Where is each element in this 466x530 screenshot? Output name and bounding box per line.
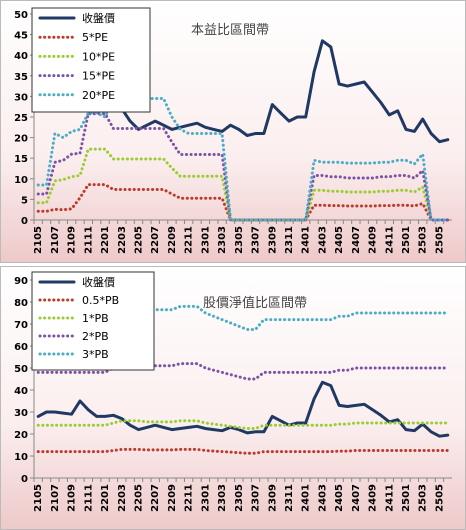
y-tick-label: 35 <box>14 72 28 83</box>
x-tick-label: 2411 <box>384 226 395 254</box>
x-tick-label: 2311 <box>284 226 295 254</box>
y-tick-label: 90 <box>14 276 28 287</box>
y-tick-label: 70 <box>14 320 28 331</box>
x-tick-label: 2409 <box>368 484 379 512</box>
x-tick-label: 2411 <box>384 484 395 512</box>
legend-label: 1*PB <box>82 312 109 325</box>
y-tick-label: 80 <box>14 298 28 309</box>
x-tick-label: 2211 <box>184 226 195 254</box>
x-tick-label: 2303 <box>217 484 228 512</box>
legend-label: 10*PE <box>82 50 115 63</box>
x-tick-label: 2205 <box>134 484 145 512</box>
x-tick-label: 2201 <box>100 484 111 512</box>
legend-box <box>31 7 151 113</box>
x-tick-label: 2205 <box>134 226 145 254</box>
x-tick-label: 2303 <box>217 226 228 254</box>
chart-title: 股價淨值比區間帶 <box>203 295 307 311</box>
x-tick-label: 2501 <box>401 226 412 254</box>
x-tick-label: 2109 <box>67 226 78 254</box>
y-tick-label: 30 <box>14 92 28 103</box>
y-tick-label: 40 <box>14 51 28 62</box>
x-tick-label: 2405 <box>334 484 345 512</box>
x-tick-label: 2311 <box>284 484 295 512</box>
x-tick-label: 2505 <box>434 226 445 254</box>
x-tick-label: 2207 <box>150 226 161 254</box>
x-tick-label: 2201 <box>100 226 111 254</box>
x-tick-label: 2105 <box>33 484 44 512</box>
x-tick-label: 2401 <box>301 226 312 254</box>
legend-label: 2*PB <box>82 330 109 343</box>
x-tick-label: 2401 <box>301 484 312 512</box>
y-tick-label: 25 <box>14 113 28 124</box>
series-line <box>36 97 450 222</box>
y-tick-label: 30 <box>14 408 28 419</box>
y-tick-label: 10 <box>14 175 28 186</box>
x-tick-label: 2307 <box>251 484 262 512</box>
x-tick-label: 2207 <box>150 484 161 512</box>
x-tick-label: 2307 <box>251 226 262 254</box>
x-tick-label: 2111 <box>83 484 94 512</box>
x-tick-label: 2301 <box>200 484 211 512</box>
x-tick-label: 2501 <box>401 484 412 512</box>
y-tick-label: 0 <box>21 474 28 485</box>
x-tick-label: 2209 <box>167 484 178 512</box>
legend-label: 收盤價 <box>82 11 115 25</box>
x-tick-label: 2503 <box>418 484 429 512</box>
y-tick-label: 40 <box>14 386 28 397</box>
y-tick-label: 45 <box>14 31 28 42</box>
x-tick-label: 2405 <box>334 226 345 254</box>
x-tick-label: 2309 <box>267 484 278 512</box>
x-tick-label: 2107 <box>50 484 61 512</box>
x-tick-label: 2107 <box>50 226 61 254</box>
x-tick-label: 2105 <box>33 226 44 254</box>
series-line <box>36 147 450 222</box>
legend-label: 收盤價 <box>82 275 115 289</box>
x-tick-label: 2505 <box>434 484 445 512</box>
series-line <box>36 183 450 222</box>
x-tick-label: 2409 <box>368 226 379 254</box>
x-tick-label: 2209 <box>167 226 178 254</box>
x-tick-label: 2309 <box>267 226 278 254</box>
series-line <box>36 447 450 455</box>
chart-title: 本益比區間帶 <box>191 23 269 38</box>
series-line <box>36 419 450 430</box>
y-tick-label: 60 <box>14 342 28 353</box>
series-line <box>36 380 450 438</box>
y-tick-label: 0 <box>21 216 28 227</box>
legend-label: 15*PE <box>82 70 115 83</box>
y-tick-label: 15 <box>14 154 28 165</box>
legend-label: 0.5*PB <box>82 294 119 307</box>
y-tick-label: 5 <box>21 195 28 206</box>
x-tick-label: 2305 <box>234 226 245 254</box>
y-tick-label: 50 <box>14 10 28 21</box>
x-tick-label: 2305 <box>234 484 245 512</box>
legend-label: 3*PB <box>82 348 109 361</box>
x-tick-label: 2203 <box>117 484 128 512</box>
x-tick-label: 2407 <box>351 484 362 512</box>
x-tick-label: 2211 <box>184 484 195 512</box>
y-tick-label: 20 <box>14 430 28 441</box>
x-tick-label: 2203 <box>117 226 128 254</box>
x-tick-label: 2407 <box>351 226 362 254</box>
x-tick-label: 2503 <box>418 226 429 254</box>
x-tick-label: 2301 <box>200 226 211 254</box>
x-tick-label: 2403 <box>317 226 328 254</box>
legend-label: 20*PE <box>82 89 115 102</box>
x-tick-label: 2111 <box>83 226 94 254</box>
y-tick-label: 20 <box>14 134 28 145</box>
series-line <box>36 362 450 381</box>
y-tick-label: 50 <box>14 364 28 375</box>
legend-box <box>31 271 155 371</box>
legend-label: 5*PE <box>82 31 108 44</box>
x-tick-label: 2403 <box>317 484 328 512</box>
y-tick-label: 10 <box>14 452 28 463</box>
x-tick-label: 2109 <box>67 484 78 512</box>
